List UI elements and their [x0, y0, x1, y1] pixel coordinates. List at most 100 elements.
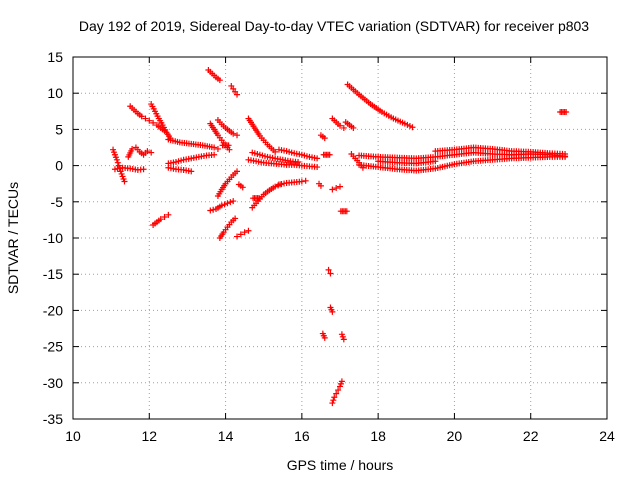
series-arc-27 [317, 132, 328, 142]
series-arc-24 [235, 181, 246, 191]
series-arc-21 [245, 156, 321, 171]
data-point [314, 164, 321, 171]
data-point [563, 109, 570, 116]
series-arc-30 [329, 183, 343, 193]
data-point [226, 146, 233, 153]
series-arc-38 [319, 330, 328, 341]
data-point [340, 124, 347, 131]
y-tick-label: 5 [55, 121, 63, 137]
data-point [329, 400, 336, 407]
y-tick-label: -15 [43, 266, 63, 282]
y-tick-label: -30 [43, 375, 63, 391]
data-point [333, 185, 340, 192]
series-arc-15 [207, 198, 237, 214]
data-point [224, 200, 231, 207]
data-point [230, 130, 237, 137]
x-tick-label: 24 [599, 428, 615, 444]
data-point [329, 186, 336, 193]
data-point [150, 119, 157, 126]
series-arc-44 [375, 158, 439, 167]
data-point [295, 158, 302, 165]
data-point [298, 178, 305, 185]
series-arc-28 [320, 151, 333, 158]
data-point [165, 211, 172, 218]
x-ticks: 10 12 14 16 18 20 22 24 [65, 57, 615, 444]
series-arc-02 [111, 164, 147, 173]
series-arc-16 [214, 168, 241, 200]
series-arc-33 [337, 208, 350, 215]
data-point [148, 149, 155, 156]
x-axis-label: GPS time / hours [287, 457, 394, 473]
y-tick-label: -25 [43, 339, 63, 355]
data-point [329, 308, 336, 315]
series-arc-08 [150, 211, 172, 228]
series-arc-06 [165, 136, 221, 152]
data-point-fill [227, 199, 234, 206]
y-tick-label: 15 [47, 49, 63, 65]
series-arc-03 [125, 144, 155, 160]
series-arc-17 [216, 215, 239, 241]
data-point [272, 148, 279, 155]
data-point [245, 227, 252, 234]
data-point [337, 122, 343, 129]
series-arc-07 [165, 151, 218, 167]
data-point [256, 195, 263, 202]
grid [73, 57, 607, 419]
series-arc-25 [219, 142, 232, 149]
series-arc-32 [342, 119, 357, 131]
data-point [327, 270, 334, 277]
series-arc-34 [344, 81, 416, 131]
y-ticks: 15 10 5 0 -5 -10 -15 -20 -25 -30 -35 [43, 49, 607, 427]
y-tick-label: -5 [51, 194, 64, 210]
data-point [321, 135, 328, 142]
chart-title: Day 192 of 2019, Sidereal Day-to-day VTE… [79, 18, 589, 34]
data-point [232, 215, 239, 222]
data-point [188, 168, 195, 175]
data-point-fill [275, 182, 282, 189]
data-point [140, 166, 147, 173]
y-axis-label: SDTVAR / TECUs [5, 182, 21, 294]
series-arc-40 [329, 378, 345, 407]
data-point [230, 198, 237, 205]
series-arc-22 [249, 149, 302, 165]
data-point [333, 390, 340, 397]
data-point [317, 182, 324, 189]
data-points [110, 67, 570, 407]
x-tick-label: 16 [294, 428, 310, 444]
data-point [302, 177, 309, 184]
series-arc-13 [228, 82, 241, 98]
series-arc-36 [325, 266, 334, 277]
data-point [211, 144, 218, 151]
data-point [432, 158, 439, 165]
data-point [121, 178, 128, 185]
data-point-fill [330, 397, 337, 404]
series-arc-19 [249, 181, 284, 211]
data-point [343, 208, 350, 215]
data-point [326, 151, 333, 158]
data-point [272, 183, 279, 190]
data-point [161, 214, 168, 221]
data-point [207, 207, 214, 214]
data-point [239, 184, 246, 191]
data-point [218, 202, 225, 209]
series-arc-23 [275, 146, 321, 162]
series-arc-26 [250, 195, 263, 202]
data-point [225, 142, 232, 149]
data-point [409, 124, 416, 131]
series-arc-10 [205, 67, 223, 84]
data-point [211, 151, 218, 158]
data-point [562, 151, 569, 158]
data-point [350, 124, 357, 131]
series-arc-20 [275, 177, 309, 188]
x-tick-label: 22 [523, 428, 539, 444]
data-point [129, 145, 136, 152]
series-arc-43 [432, 144, 569, 158]
data-point [138, 113, 145, 120]
data-point [216, 77, 223, 84]
x-tick-label: 18 [370, 428, 386, 444]
data-point [113, 156, 120, 163]
series-arc-18 [234, 227, 252, 240]
data-point [214, 145, 221, 152]
data-point [337, 183, 343, 190]
